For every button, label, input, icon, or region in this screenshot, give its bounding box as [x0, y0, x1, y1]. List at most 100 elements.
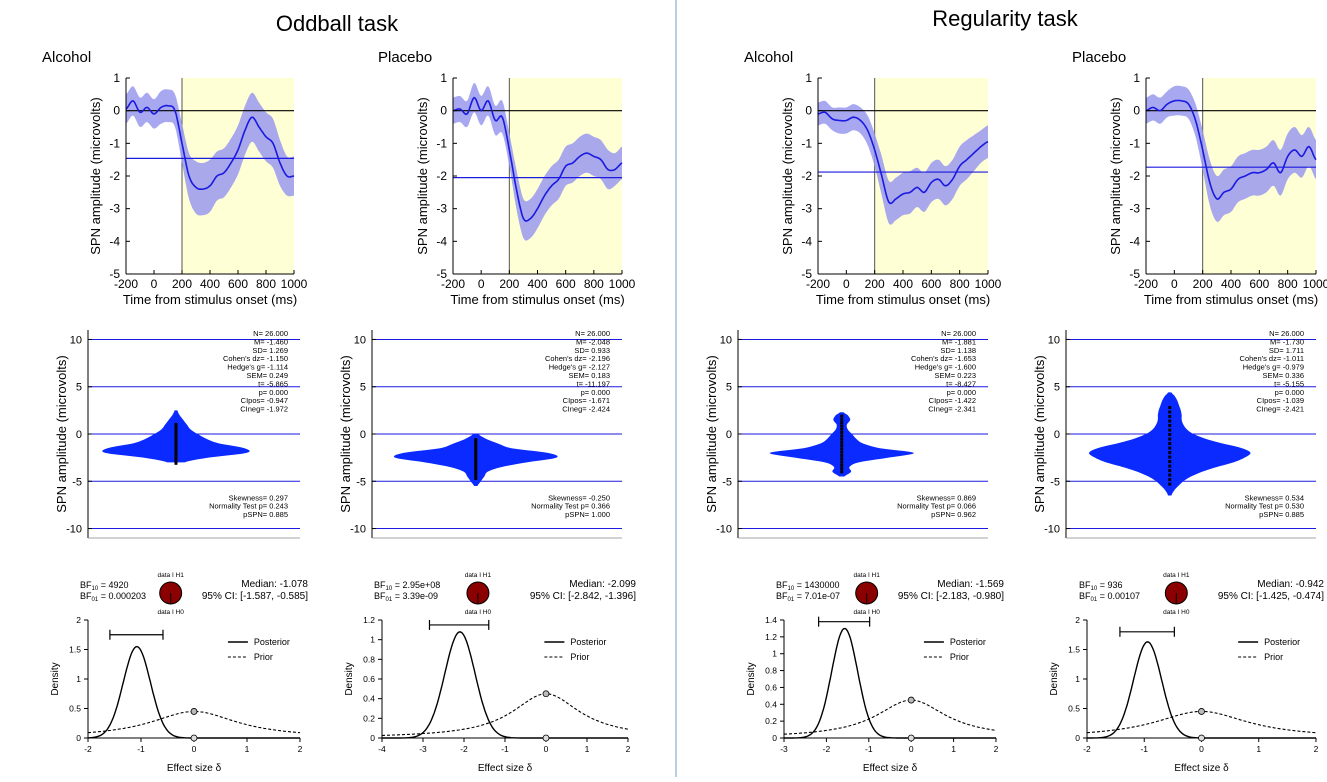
stat-line: CIneg= -2.421	[1256, 405, 1304, 414]
legend-prior-label: Prior	[950, 652, 969, 662]
data-point	[1168, 437, 1172, 441]
bf10-subscript: 10	[1091, 586, 1098, 592]
posterior-median: Median: -2.099	[569, 579, 636, 590]
data-point	[840, 434, 844, 438]
bf10-label: BF10 = 1430000	[776, 580, 840, 592]
x-tick-label: -200	[441, 277, 465, 291]
x-tick-label: 0	[843, 277, 850, 291]
data-point	[474, 440, 478, 444]
data-point	[840, 414, 844, 418]
y-tick-label: 0.5	[1068, 704, 1080, 714]
x-tick-label: -200	[806, 277, 830, 291]
prior-point-at-zero	[190, 708, 198, 715]
data-point	[474, 442, 478, 446]
data-point	[1168, 451, 1172, 455]
pie-label-h0: data I H0	[853, 609, 880, 616]
data-point	[174, 443, 178, 447]
stat-line: Skewness= 0.534	[1245, 493, 1304, 502]
stat-line: t= -8.427	[946, 379, 976, 388]
stat-line: M= -1.881	[942, 337, 976, 346]
y-tick-label: 0.2	[363, 713, 375, 723]
y-tick-label: -4	[109, 234, 120, 248]
stat-line: SD= 1.138	[940, 346, 976, 355]
data-point	[174, 461, 178, 465]
stat-line: Cohen's dz= -1.011	[1240, 354, 1304, 363]
bf01-label-prefix: BF	[776, 591, 788, 601]
stat-line: N= 26.000	[575, 329, 610, 338]
data-point	[1168, 478, 1172, 482]
pie-label-h1: data I H1	[157, 572, 184, 579]
x-tick-label: -4	[378, 744, 386, 754]
stat-line: SD= 1.269	[252, 346, 288, 355]
x-tick-label: -2	[84, 744, 92, 754]
erp-confidence-band	[818, 100, 988, 225]
bf10-subscript: 10	[92, 586, 99, 592]
stat-line: p= 0.000	[581, 388, 610, 397]
stat-line: Normality Test p= 0.366	[531, 502, 610, 511]
data-point	[474, 458, 478, 462]
data-point	[174, 423, 178, 427]
condition-label: Alcohol	[42, 49, 91, 66]
bf01-value: = 0.000203	[98, 591, 146, 601]
x-tick-label: 1000	[975, 277, 1002, 291]
y-tick-label: 1	[113, 71, 120, 85]
data-point	[474, 474, 478, 478]
y-axis-label: Density	[344, 662, 355, 695]
legend-posterior-label: Posterior	[950, 637, 986, 647]
y-tick-label: 1.2	[363, 615, 375, 625]
y-axis-label: Density	[1049, 662, 1060, 695]
x-tick-label: 600	[556, 277, 576, 291]
y-tick-label: 2	[76, 615, 81, 625]
data-point	[174, 434, 178, 438]
data-point	[174, 439, 178, 443]
posterior-point-at-zero	[542, 734, 550, 742]
x-tick-label: -1	[501, 744, 509, 754]
prior-curve	[87, 710, 301, 734]
stat-line: M= -2.048	[576, 337, 610, 346]
data-point	[840, 421, 844, 425]
stat-line: Cohen's dz= -1.653	[911, 354, 976, 363]
y-tick-label: -5	[72, 476, 82, 488]
pie-label-h0: data I H0	[465, 609, 492, 616]
y-tick-label: 5	[76, 382, 82, 394]
y-tick-label: -2	[436, 169, 447, 183]
data-point	[840, 470, 844, 474]
y-tick-label: -3	[109, 202, 120, 216]
stat-line: Cohen's dz= -1.150	[223, 354, 288, 363]
stat-line: t= -5.155	[1274, 379, 1304, 388]
y-tick-label: 10	[720, 334, 732, 346]
x-tick-label: 1	[951, 744, 956, 754]
bf10-value: = 4920	[98, 580, 128, 590]
erp-confidence-band	[453, 82, 622, 241]
y-axis-label: Density	[50, 662, 61, 695]
x-tick-label: 0	[909, 744, 914, 754]
data-point	[840, 460, 844, 464]
x-tick-label: 2	[1314, 744, 1319, 754]
y-tick-label: 0	[1054, 429, 1060, 441]
stat-line: pSPN= 0.885	[1259, 510, 1304, 519]
y-tick-label: -5	[1050, 476, 1060, 488]
y-tick-label: -5	[801, 267, 812, 281]
pie-label-h0: data I H0	[1163, 609, 1190, 616]
x-tick-label: -3	[780, 744, 788, 754]
bf10-label: BF10 = 2.95e+08	[374, 580, 440, 592]
prior-point-at-zero	[542, 690, 550, 698]
data-point	[840, 463, 844, 467]
y-axis-label: SPN amplitude (microvolts)	[88, 97, 103, 255]
prior-point-at-zero	[907, 696, 915, 704]
x-axis-label: Effect size δ	[863, 763, 918, 774]
x-tick-label: 200	[865, 277, 885, 291]
y-tick-label: 1	[1075, 674, 1080, 684]
x-tick-label: 0	[1199, 744, 1204, 754]
data-point	[1168, 424, 1172, 428]
condition-label: Placebo	[378, 49, 432, 66]
y-axis-label: SPN amplitude (microvolts)	[780, 97, 795, 255]
y-tick-label: 0	[1075, 733, 1080, 743]
y-tick-label: 1	[805, 71, 812, 85]
bf01-label-prefix: BF	[374, 591, 386, 601]
data-point	[474, 476, 478, 480]
x-tick-label: 600	[1249, 277, 1269, 291]
stat-line: Skewness= 0.297	[229, 493, 288, 502]
